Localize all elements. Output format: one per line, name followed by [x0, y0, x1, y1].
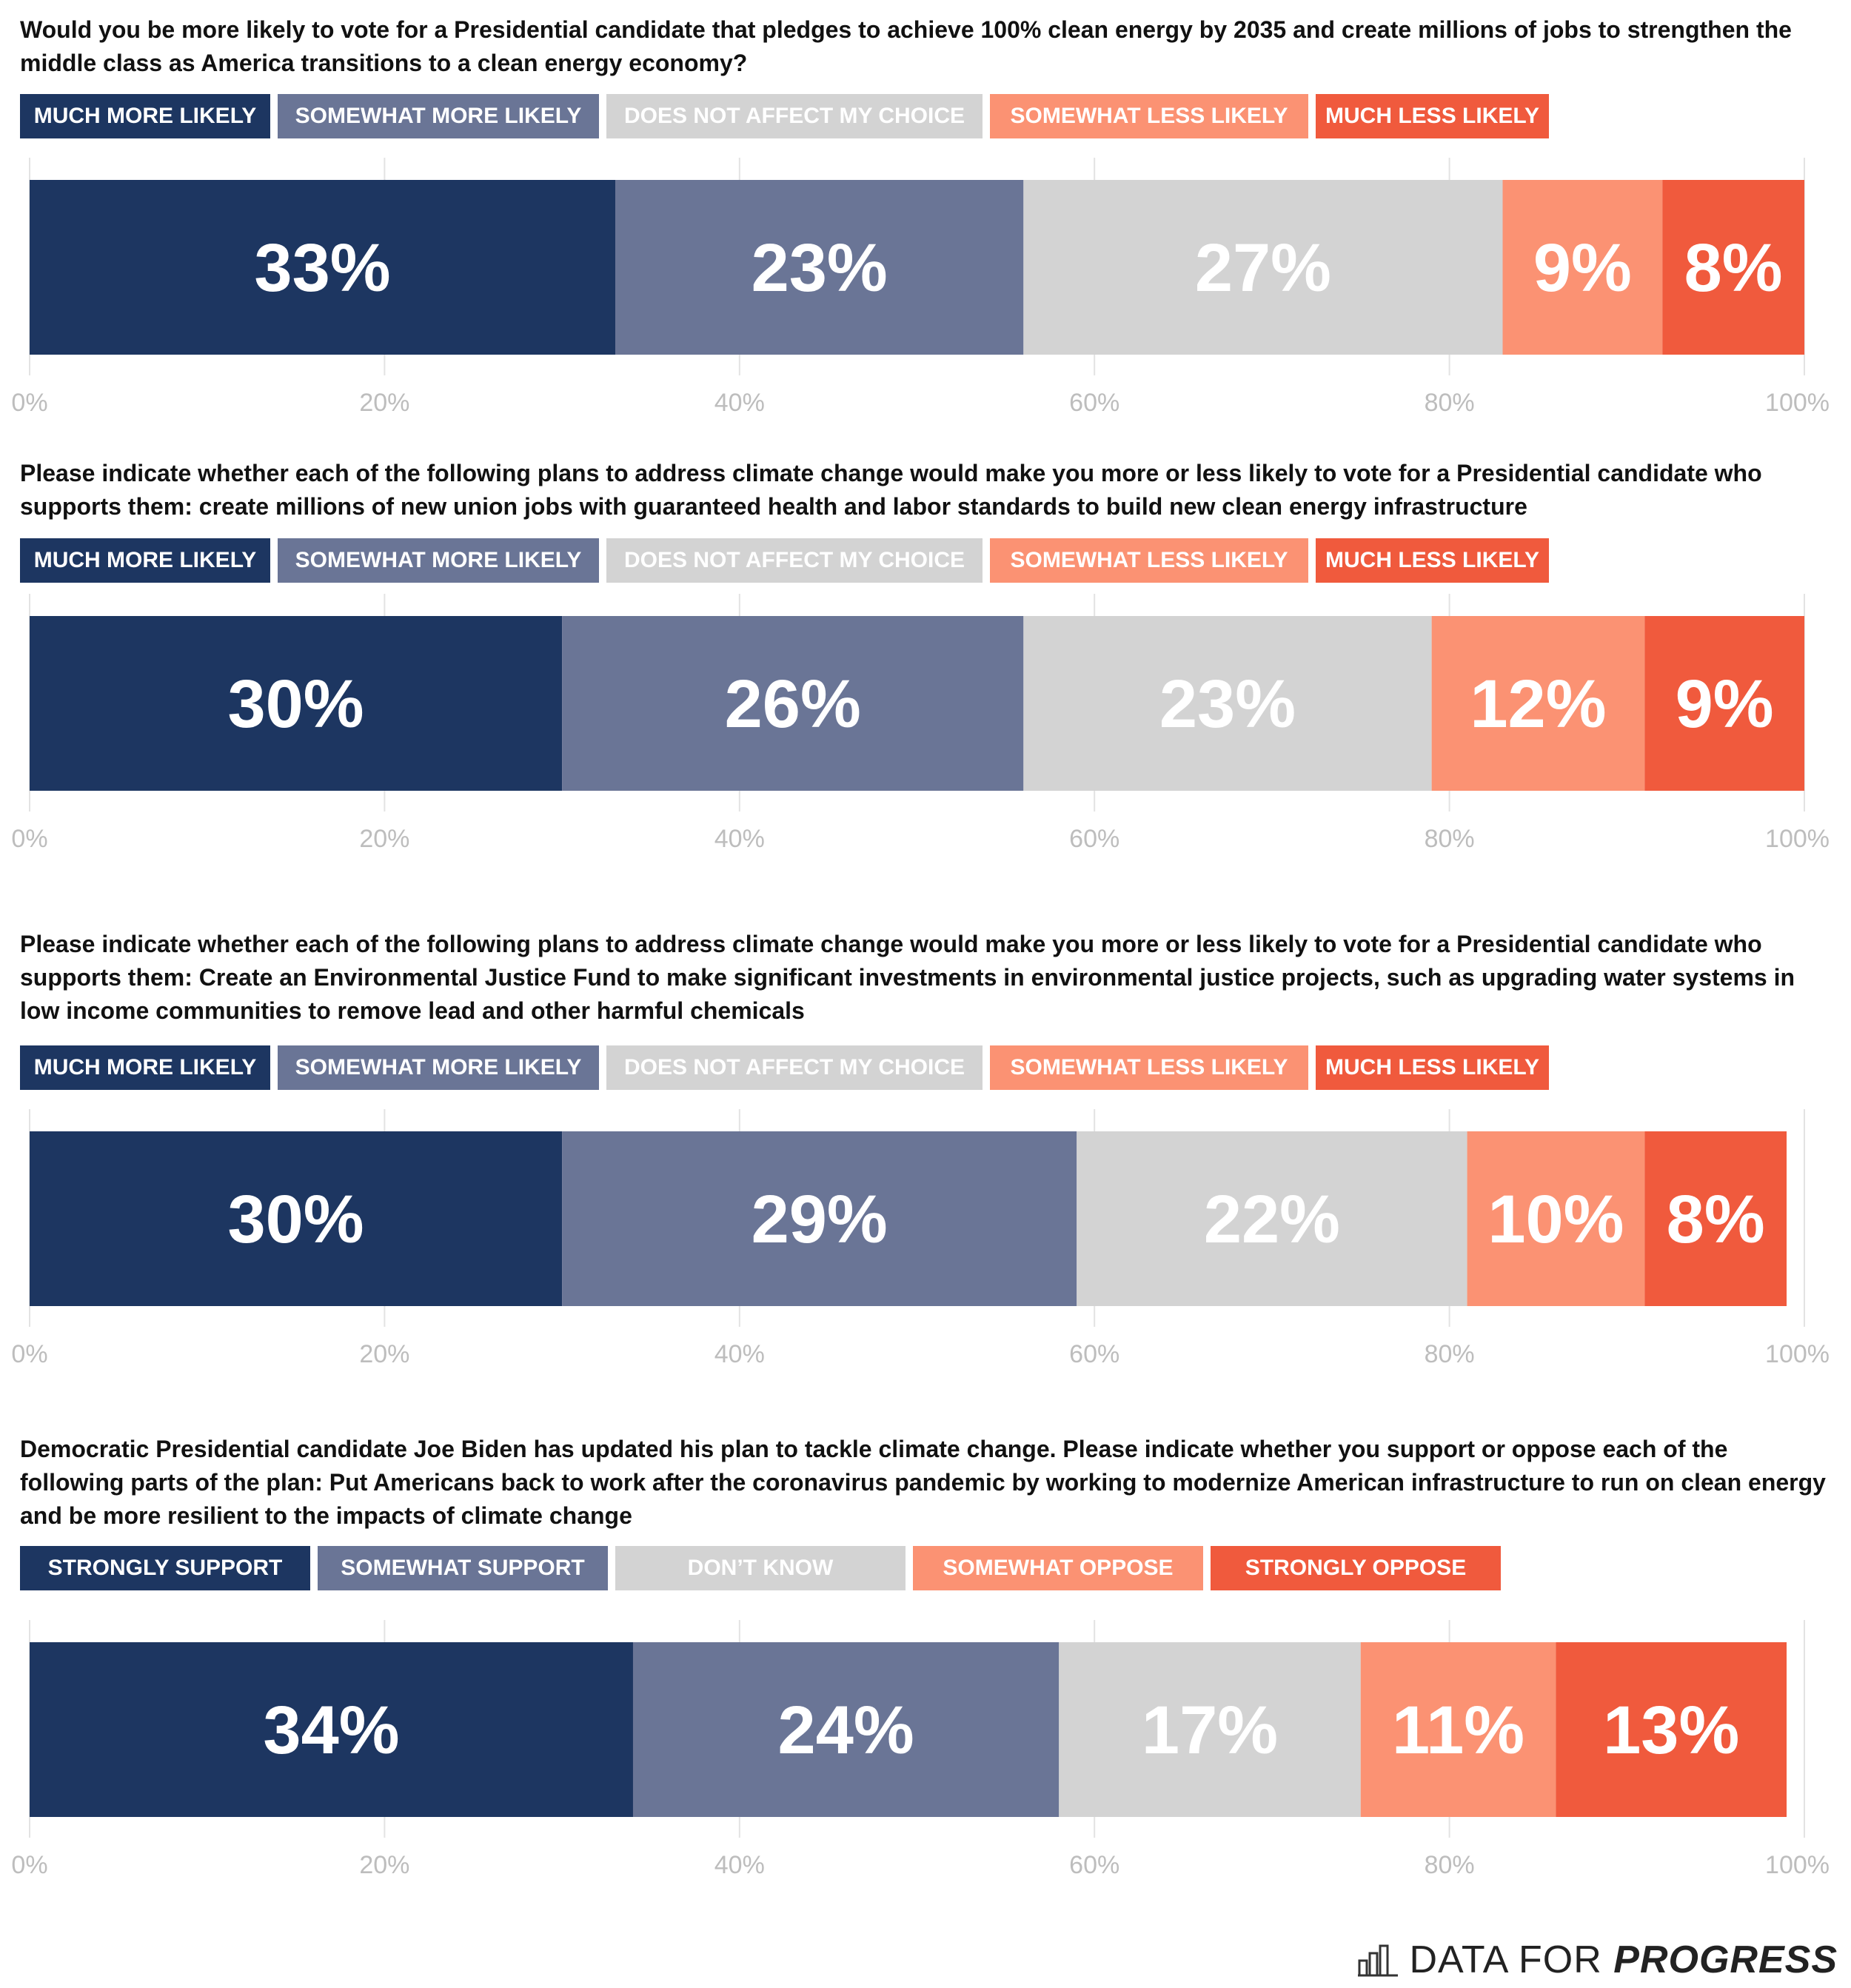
legend-item: MUCH MORE LIKELY: [20, 1045, 270, 1090]
data-label: 23%: [752, 230, 888, 306]
data-label: 34%: [263, 1693, 399, 1768]
bar-segment: [1502, 180, 1663, 355]
bar-segment: [30, 616, 563, 791]
x-tick-label: 80%: [1425, 1851, 1475, 1879]
bar-segment: [30, 1642, 633, 1817]
data-label: 23%: [1159, 666, 1296, 742]
x-tick-label: 80%: [1425, 389, 1475, 417]
legend-item: DOES NOT AFFECT MY CHOICE: [606, 94, 983, 138]
data-label: 26%: [725, 666, 861, 742]
x-tick-label: 60%: [1069, 1851, 1119, 1879]
x-tick-label: 60%: [1069, 389, 1119, 417]
bar-segment: [1644, 1131, 1787, 1306]
data-label: 33%: [254, 230, 390, 306]
x-tick-label: 40%: [714, 825, 765, 853]
legend-item: SOMEWHAT MORE LIKELY: [278, 1045, 599, 1090]
data-label: 10%: [1487, 1182, 1624, 1257]
data-label: 8%: [1684, 230, 1783, 306]
data-label: 24%: [778, 1693, 914, 1768]
x-tick-label: 100%: [1765, 1851, 1830, 1879]
bar-segment: [632, 1642, 1060, 1817]
bar-segment: [615, 180, 1024, 355]
data-label: 9%: [1676, 666, 1774, 742]
legend-item: MUCH MORE LIKELY: [20, 538, 270, 583]
bar-segment: [1023, 180, 1503, 355]
data-label: 27%: [1195, 230, 1331, 306]
legend: STRONGLY SUPPORT SOMEWHAT SUPPORT DON’T KN…: [20, 1546, 1508, 1590]
x-tick-label: 0%: [11, 825, 47, 853]
data-label: 29%: [752, 1182, 888, 1257]
x-tick-label: 20%: [359, 1340, 409, 1368]
x-tick-label: 60%: [1069, 1340, 1119, 1368]
data-label: 12%: [1470, 666, 1606, 742]
bar-segment: [1662, 180, 1804, 355]
bar-segment: [1077, 1131, 1467, 1306]
x-tick-label: 100%: [1765, 825, 1830, 853]
legend-item: SOMEWHAT LESS LIKELY: [990, 94, 1308, 138]
legend-item: MUCH LESS LIKELY: [1316, 1045, 1549, 1090]
x-tick-label: 40%: [714, 389, 765, 417]
legend-item: MUCH MORE LIKELY: [20, 94, 270, 138]
legend-item: STRONGLY SUPPORT: [20, 1546, 310, 1590]
x-tick-label: 60%: [1069, 825, 1119, 853]
legend-item: SOMEWHAT SUPPORT: [318, 1546, 608, 1590]
legend-item: SOMEWHAT MORE LIKELY: [278, 94, 599, 138]
bar-segment: [1360, 1642, 1556, 1817]
bar-segment: [1467, 1131, 1645, 1306]
legend-item: SOMEWHAT OPPOSE: [913, 1546, 1203, 1590]
question-title: Democratic Presidential candidate Joe Bi…: [20, 1436, 1826, 1529]
bar-segment: [562, 616, 1024, 791]
question-title: Would you be more likely to vote for a P…: [20, 16, 1792, 76]
bar-segment: [30, 180, 616, 355]
data-label: 11%: [1392, 1693, 1524, 1768]
data-label: 13%: [1603, 1693, 1739, 1768]
x-tick-label: 100%: [1765, 1340, 1830, 1368]
x-tick-label: 0%: [11, 1851, 47, 1879]
brand-wordmark: DATA FOR PROGRESS: [1409, 1938, 1838, 1981]
legend: MUCH MORE LIKELY SOMEWHAT MORE LIKELY DOES…: [20, 94, 1556, 138]
x-tick-label: 0%: [11, 1340, 47, 1368]
legend-item: DOES NOT AFFECT MY CHOICE: [606, 1045, 983, 1090]
legend-item: SOMEWHAT MORE LIKELY: [278, 538, 599, 583]
legend-item: MUCH LESS LIKELY: [1316, 94, 1549, 138]
legend-item: STRONGLY OPPOSE: [1211, 1546, 1501, 1590]
legend-item: SOMEWHAT LESS LIKELY: [990, 538, 1308, 583]
legend-item: MUCH LESS LIKELY: [1316, 538, 1549, 583]
bar-segment: [1059, 1642, 1361, 1817]
legend: MUCH MORE LIKELY SOMEWHAT MORE LIKELY DOES…: [20, 538, 1556, 583]
question-title: Please indicate whether each of the foll…: [20, 460, 1762, 520]
legend: MUCH MORE LIKELY SOMEWHAT MORE LIKELY DOES…: [20, 1045, 1556, 1090]
bar-segment: [562, 1131, 1077, 1306]
data-label: 8%: [1667, 1182, 1765, 1257]
stacked-bar-chart: 30% 26% 23% 12% 9% 0% 20% 40% 60% 80% 100%: [11, 594, 1830, 853]
x-tick-label: 100%: [1765, 389, 1830, 417]
stacked-bar-chart: 34% 24% 17% 11% 13% 0% 20% 40% 60% 80% 100%: [11, 1620, 1830, 1879]
bar-segment: [30, 1131, 563, 1306]
legend-item: DOES NOT AFFECT MY CHOICE: [606, 538, 983, 583]
stacked-bar-chart: 30% 29% 22% 10% 8% 0% 20% 40% 60% 80% 100%: [11, 1109, 1830, 1368]
data-label: 17%: [1142, 1693, 1278, 1768]
x-tick-label: 0%: [11, 389, 47, 417]
x-tick-label: 20%: [359, 389, 409, 417]
x-tick-label: 80%: [1425, 825, 1475, 853]
bar-chart-icon: [1357, 1944, 1398, 1977]
data-label: 30%: [227, 1182, 364, 1257]
x-tick-label: 80%: [1425, 1340, 1475, 1368]
question-title: Please indicate whether each of the foll…: [20, 931, 1795, 1024]
data-label: 22%: [1204, 1182, 1340, 1257]
legend-item: SOMEWHAT LESS LIKELY: [990, 1045, 1308, 1090]
bar-segment: [1644, 616, 1804, 791]
x-tick-label: 20%: [359, 825, 409, 853]
stacked-bar-chart: 33% 23% 27% 9% 8% 0% 20% 40% 60% 80% 100%: [11, 158, 1830, 417]
data-label: 9%: [1533, 230, 1632, 306]
x-tick-label: 20%: [359, 1851, 409, 1879]
legend-item: DON’T KNOW: [615, 1546, 906, 1590]
bar-segment: [1556, 1642, 1787, 1817]
bar-segment: [1431, 616, 1645, 791]
x-tick-label: 40%: [714, 1851, 765, 1879]
x-tick-label: 40%: [714, 1340, 765, 1368]
brand-footer: DATA FOR PROGRESS: [1357, 1934, 1838, 1986]
bar-segment: [1023, 616, 1432, 791]
data-label: 30%: [227, 666, 364, 742]
